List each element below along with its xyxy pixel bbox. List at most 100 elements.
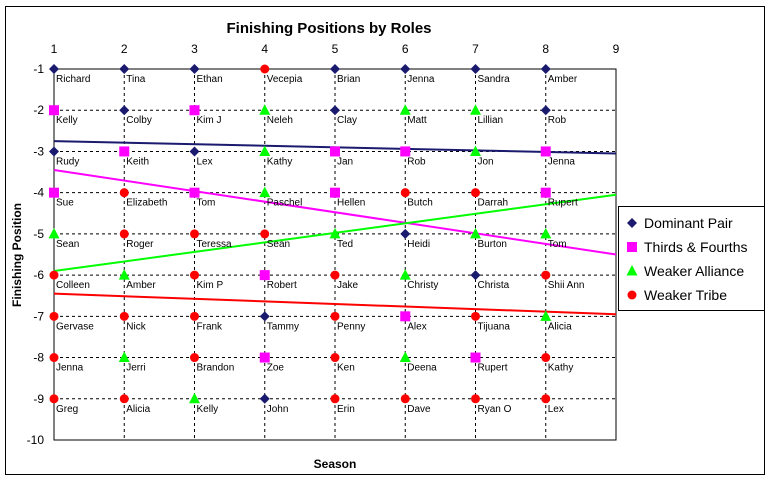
y-tick-label: -3 xyxy=(33,144,44,158)
legend-entry-weaker-alliance: Weaker Alliance xyxy=(644,263,744,279)
thirds-fourths-marker xyxy=(330,187,340,198)
y-tick-label: -1 xyxy=(33,62,44,76)
point-label: Neleh xyxy=(267,115,293,126)
legend-marker-dominant-pair xyxy=(627,218,637,228)
dominant-pair-marker xyxy=(470,270,481,281)
weaker-tribe-marker xyxy=(471,394,480,404)
x-tick-label: 9 xyxy=(613,42,620,56)
weaker-tribe-marker xyxy=(49,270,59,280)
weaker-tribe-marker xyxy=(400,188,410,198)
point-label: Rupert xyxy=(548,198,578,209)
weaker-tribe-marker xyxy=(119,311,129,321)
point-label: Tammy xyxy=(267,321,299,332)
point-label: Jan xyxy=(337,156,353,167)
thirds-fourths-marker xyxy=(400,311,411,322)
thirds-fourths-marker xyxy=(330,146,340,157)
point-label: Ted xyxy=(337,239,353,250)
point-label: Christa xyxy=(478,280,510,291)
point-label: Deena xyxy=(407,363,437,374)
point-label: Zoe xyxy=(267,363,285,374)
point-label: Tom xyxy=(548,239,567,250)
weaker-alliance-marker xyxy=(259,145,271,156)
weaker-tribe-marker xyxy=(190,229,199,239)
weaker-tribe-marker xyxy=(119,394,129,404)
point-label: Lex xyxy=(548,404,564,415)
weaker-alliance-marker xyxy=(329,227,341,239)
legend-entry-weaker-tribe: Weaker Tribe xyxy=(644,287,727,303)
point-label: Matt xyxy=(407,115,427,126)
y-tick-label: -5 xyxy=(33,227,44,241)
thirds-fourths-marker xyxy=(119,146,130,157)
point-label: Sue xyxy=(56,198,74,209)
thirds-fourths-marker xyxy=(540,146,551,157)
point-label: Kelly xyxy=(197,404,219,415)
dominant-pair-marker xyxy=(330,64,340,74)
grid-layer xyxy=(54,69,616,440)
y-tick-label: -6 xyxy=(33,268,44,282)
point-label: Jake xyxy=(337,280,359,291)
x-axis-label: Season xyxy=(314,457,357,471)
thirds-fourths-marker xyxy=(259,352,270,363)
point-label: Clay xyxy=(337,115,357,126)
legend-entry-dominant-pair: Dominant Pair xyxy=(644,215,733,231)
y-tick-label: -7 xyxy=(33,309,44,323)
point-label: John xyxy=(267,404,289,415)
y-axis-label: Finishing Position xyxy=(10,203,24,307)
point-label: Ken xyxy=(337,363,355,374)
weaker-tribe-marker xyxy=(190,353,199,363)
point-label: Kathy xyxy=(267,156,293,167)
weaker-tribe-marker xyxy=(49,353,59,363)
point-label: Greg xyxy=(56,404,78,415)
point-label: Ryan O xyxy=(478,404,512,415)
dominant-pair-marker xyxy=(49,64,59,74)
x-tick-label: 6 xyxy=(402,42,409,56)
point-label: Vecepia xyxy=(267,74,303,85)
point-label: Butch xyxy=(407,198,433,209)
x-tick-label: 4 xyxy=(261,42,268,56)
chart-title: Finishing Positions by Roles xyxy=(226,20,431,37)
y-tick-label: -9 xyxy=(33,392,44,406)
point-label: Hellen xyxy=(337,198,365,209)
thirds-fourths-marker xyxy=(259,270,270,281)
dominant-pair-marker xyxy=(189,146,200,157)
y-tick-label: -4 xyxy=(33,186,44,200)
weaker-tribe-marker xyxy=(471,311,480,321)
weaker-alliance-marker xyxy=(470,104,481,115)
dominant-pair-marker xyxy=(189,64,200,74)
point-label: Jenna xyxy=(548,156,576,167)
tick-layer: 1 2 3 4 5 6 7 8 9 -1 -2 -3 -4 -5 -6 -7 -8 -9 -10 xyxy=(27,42,620,447)
point-label: Sean xyxy=(56,239,79,250)
weaker-alliance-marker xyxy=(118,269,130,280)
point-label: Shii Ann xyxy=(548,280,585,291)
x-tick-label: 2 xyxy=(121,42,128,56)
weaker-tribe-marker xyxy=(119,229,129,239)
point-label: Kelly xyxy=(56,115,78,126)
dominant-pair-marker xyxy=(119,105,130,116)
point-label: Robert xyxy=(267,280,297,291)
point-label: Dave xyxy=(407,404,431,415)
weaker-tribe-marker xyxy=(330,394,340,404)
weaker-tribe-marker xyxy=(330,270,340,280)
point-label: Lillian xyxy=(478,115,504,126)
weaker-alliance-marker xyxy=(540,227,552,239)
legend-box xyxy=(618,206,765,311)
weaker-tribe-trendline xyxy=(53,292,617,316)
thirds-fourths-trendline xyxy=(53,169,617,256)
point-label: Kim P xyxy=(197,280,224,291)
weaker-alliance-marker xyxy=(259,104,271,115)
thirds-fourths-marker xyxy=(189,105,200,116)
point-label: Gervase xyxy=(56,321,94,332)
point-label: Tom xyxy=(197,198,216,209)
weaker-tribe-marker xyxy=(190,311,199,321)
x-tick-label: 1 xyxy=(51,42,58,56)
weaker-alliance-marker xyxy=(470,145,481,156)
marker-layer xyxy=(48,64,552,404)
legend-entry-thirds-fourths: Thirds & Fourths xyxy=(644,239,747,255)
point-label: Nick xyxy=(126,321,146,332)
point-label: Brian xyxy=(337,74,360,85)
x-tick-label: 5 xyxy=(332,42,339,56)
point-label: Sandra xyxy=(478,74,511,85)
weaker-alliance-marker xyxy=(399,104,411,115)
point-label: Rob xyxy=(407,156,426,167)
point-label: Jenna xyxy=(407,74,435,85)
